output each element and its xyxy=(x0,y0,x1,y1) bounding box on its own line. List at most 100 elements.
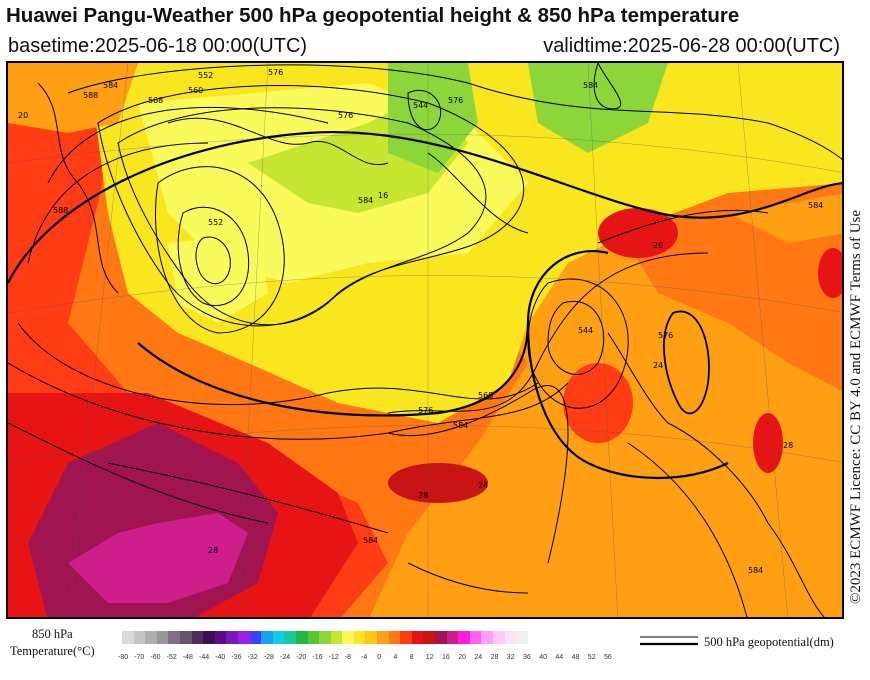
contour-label: 584 xyxy=(583,81,598,90)
colorbar-swatch xyxy=(133,631,146,644)
contour-label: 544 xyxy=(413,101,428,110)
temperature-legend-line1: 850 hPa xyxy=(32,627,73,641)
contour-label: 568 xyxy=(478,391,493,400)
colorbar-tick-label: 56 xyxy=(604,654,612,661)
colorbar-tick-label: 32 xyxy=(506,654,515,661)
colorbar-swatch xyxy=(145,631,157,644)
coastlines xyxy=(37,82,825,617)
temp-region-green xyxy=(388,63,478,173)
colorbar-swatch xyxy=(377,631,389,644)
colorbar-tick-label: -16 xyxy=(312,654,323,661)
colorbar-swatch xyxy=(319,631,331,644)
contour-label: 584 xyxy=(363,536,378,545)
contour-label: 576 xyxy=(448,96,463,105)
weather-map[interactable]: 552 560 568 576 584 588 552 544 576 584 … xyxy=(6,61,844,619)
colorbar-tick-label: -20 xyxy=(296,654,307,661)
colorbar-swatch xyxy=(156,631,169,644)
temp-spot-south xyxy=(388,463,488,503)
colorbar-tick-label: -60 xyxy=(150,654,161,661)
colorbar-swatch xyxy=(330,631,343,644)
map-graticule xyxy=(8,63,842,617)
colorbar-tick-label: -24 xyxy=(280,654,291,661)
colorbar-swatch xyxy=(214,631,227,644)
colorbar-tick-label: -44 xyxy=(199,654,210,661)
contour-label: 588 xyxy=(83,91,98,100)
temp-spot-northeast xyxy=(598,208,678,258)
geopotential-legend-label: 500 hPa geopotential(dm) xyxy=(704,635,834,649)
temperature-label: 28 xyxy=(783,441,793,450)
colorbar-swatch xyxy=(191,631,204,644)
contour-label: 584 xyxy=(808,201,823,210)
contour-label: 588 xyxy=(53,206,68,215)
colorbar-swatch xyxy=(261,631,273,644)
temperature-colorbar xyxy=(122,631,528,644)
temp-region-very-hot xyxy=(68,513,248,603)
contour-label: 576 xyxy=(268,68,283,77)
colorbar-swatch xyxy=(284,631,296,644)
colorbar-tick-label: 40 xyxy=(539,654,547,661)
colorbar-swatch xyxy=(493,631,505,644)
temperature-label: 28 xyxy=(418,491,428,500)
colorbar-swatch xyxy=(504,631,517,644)
basetime-label: basetime:2025-06-18 00:00(UTC) xyxy=(8,35,308,57)
temperature-label: 28 xyxy=(208,546,218,555)
colorbar-tick-label: -52 xyxy=(166,654,177,661)
contour-label: 576 xyxy=(418,406,433,415)
colorbar-swatch xyxy=(365,631,378,644)
license-credit: ©2023 ECMWF Licence: CC BY 4.0 and ECMWF… xyxy=(848,209,864,604)
contour-label: 552 xyxy=(208,218,223,227)
colorbar-swatch xyxy=(237,631,250,644)
colorbar-tick-label: 8 xyxy=(409,654,414,661)
colorbar-swatch xyxy=(353,631,366,644)
colorbar-swatch xyxy=(516,631,528,644)
map-title: Huawei Pangu-Weather 500 hPa geopotentia… xyxy=(6,4,740,27)
colorbar-swatch xyxy=(226,631,238,644)
validtime-label: validtime:2025-06-28 00:00(UTC) xyxy=(543,35,840,57)
colorbar-swatch xyxy=(411,631,424,644)
colorbar-tick-label: 44 xyxy=(555,654,564,661)
colorbar-swatch xyxy=(307,631,320,644)
colorbar-tick-label: 36 xyxy=(523,654,531,661)
colorbar-tick-label: 52 xyxy=(587,654,596,661)
colorbar-swatch xyxy=(388,631,401,644)
colorbar-swatch xyxy=(203,631,215,644)
colorbar-tick-label: -80 xyxy=(118,654,129,661)
temperature-label: 24 xyxy=(478,481,488,490)
colorbar-swatch xyxy=(469,631,482,644)
colorbar-swatch xyxy=(400,631,412,644)
contour-label: 576 xyxy=(658,331,673,340)
temperature-label: 16 xyxy=(378,191,388,200)
temp-spot-east-edge xyxy=(818,248,842,298)
temperature-labels: 20 28 24 24 28 28 16 20 xyxy=(18,111,793,555)
colorbar-tick-label: -70 xyxy=(134,654,145,661)
colorbar-swatch xyxy=(272,631,285,644)
geopotential-contours-bold xyxy=(8,130,842,480)
geopotential-contours xyxy=(8,63,842,617)
colorbar-tick-label: -32 xyxy=(247,654,258,661)
colorbar-swatch xyxy=(446,631,459,644)
colorbar-tick-label: -12 xyxy=(328,654,339,661)
colorbar-swatch xyxy=(423,631,436,644)
colorbar-tick-label: -28 xyxy=(263,654,274,661)
geopotential-legend-lines xyxy=(640,636,698,646)
contour-label: 584 xyxy=(453,421,468,430)
colorbar-tick-label: 0 xyxy=(377,654,382,661)
colorbar-tick-label: 28 xyxy=(490,654,499,661)
colorbar-swatch xyxy=(342,631,354,644)
contour-label: 544 xyxy=(578,326,593,335)
colorbar-tick-label: -48 xyxy=(182,654,193,661)
colorbar-tick-label: -40 xyxy=(215,654,226,661)
colorbar-tick-label: -36 xyxy=(231,654,242,661)
colorbar-swatch xyxy=(179,631,192,644)
colorbar-swatch xyxy=(458,631,470,644)
temperature-label: 20 xyxy=(653,241,663,250)
temperature-label: 24 xyxy=(653,361,663,370)
colorbar-tick-label: -8 xyxy=(344,654,352,661)
colorbar-tick-label: 48 xyxy=(571,654,580,661)
temperature-label: 20 xyxy=(18,111,28,120)
colorbar-swatch xyxy=(249,631,262,644)
temp-region-nw-corner xyxy=(8,63,138,133)
contour-label: 584 xyxy=(748,566,763,575)
colorbar-swatch xyxy=(122,631,134,644)
colorbar-tick-label: 24 xyxy=(474,654,483,661)
